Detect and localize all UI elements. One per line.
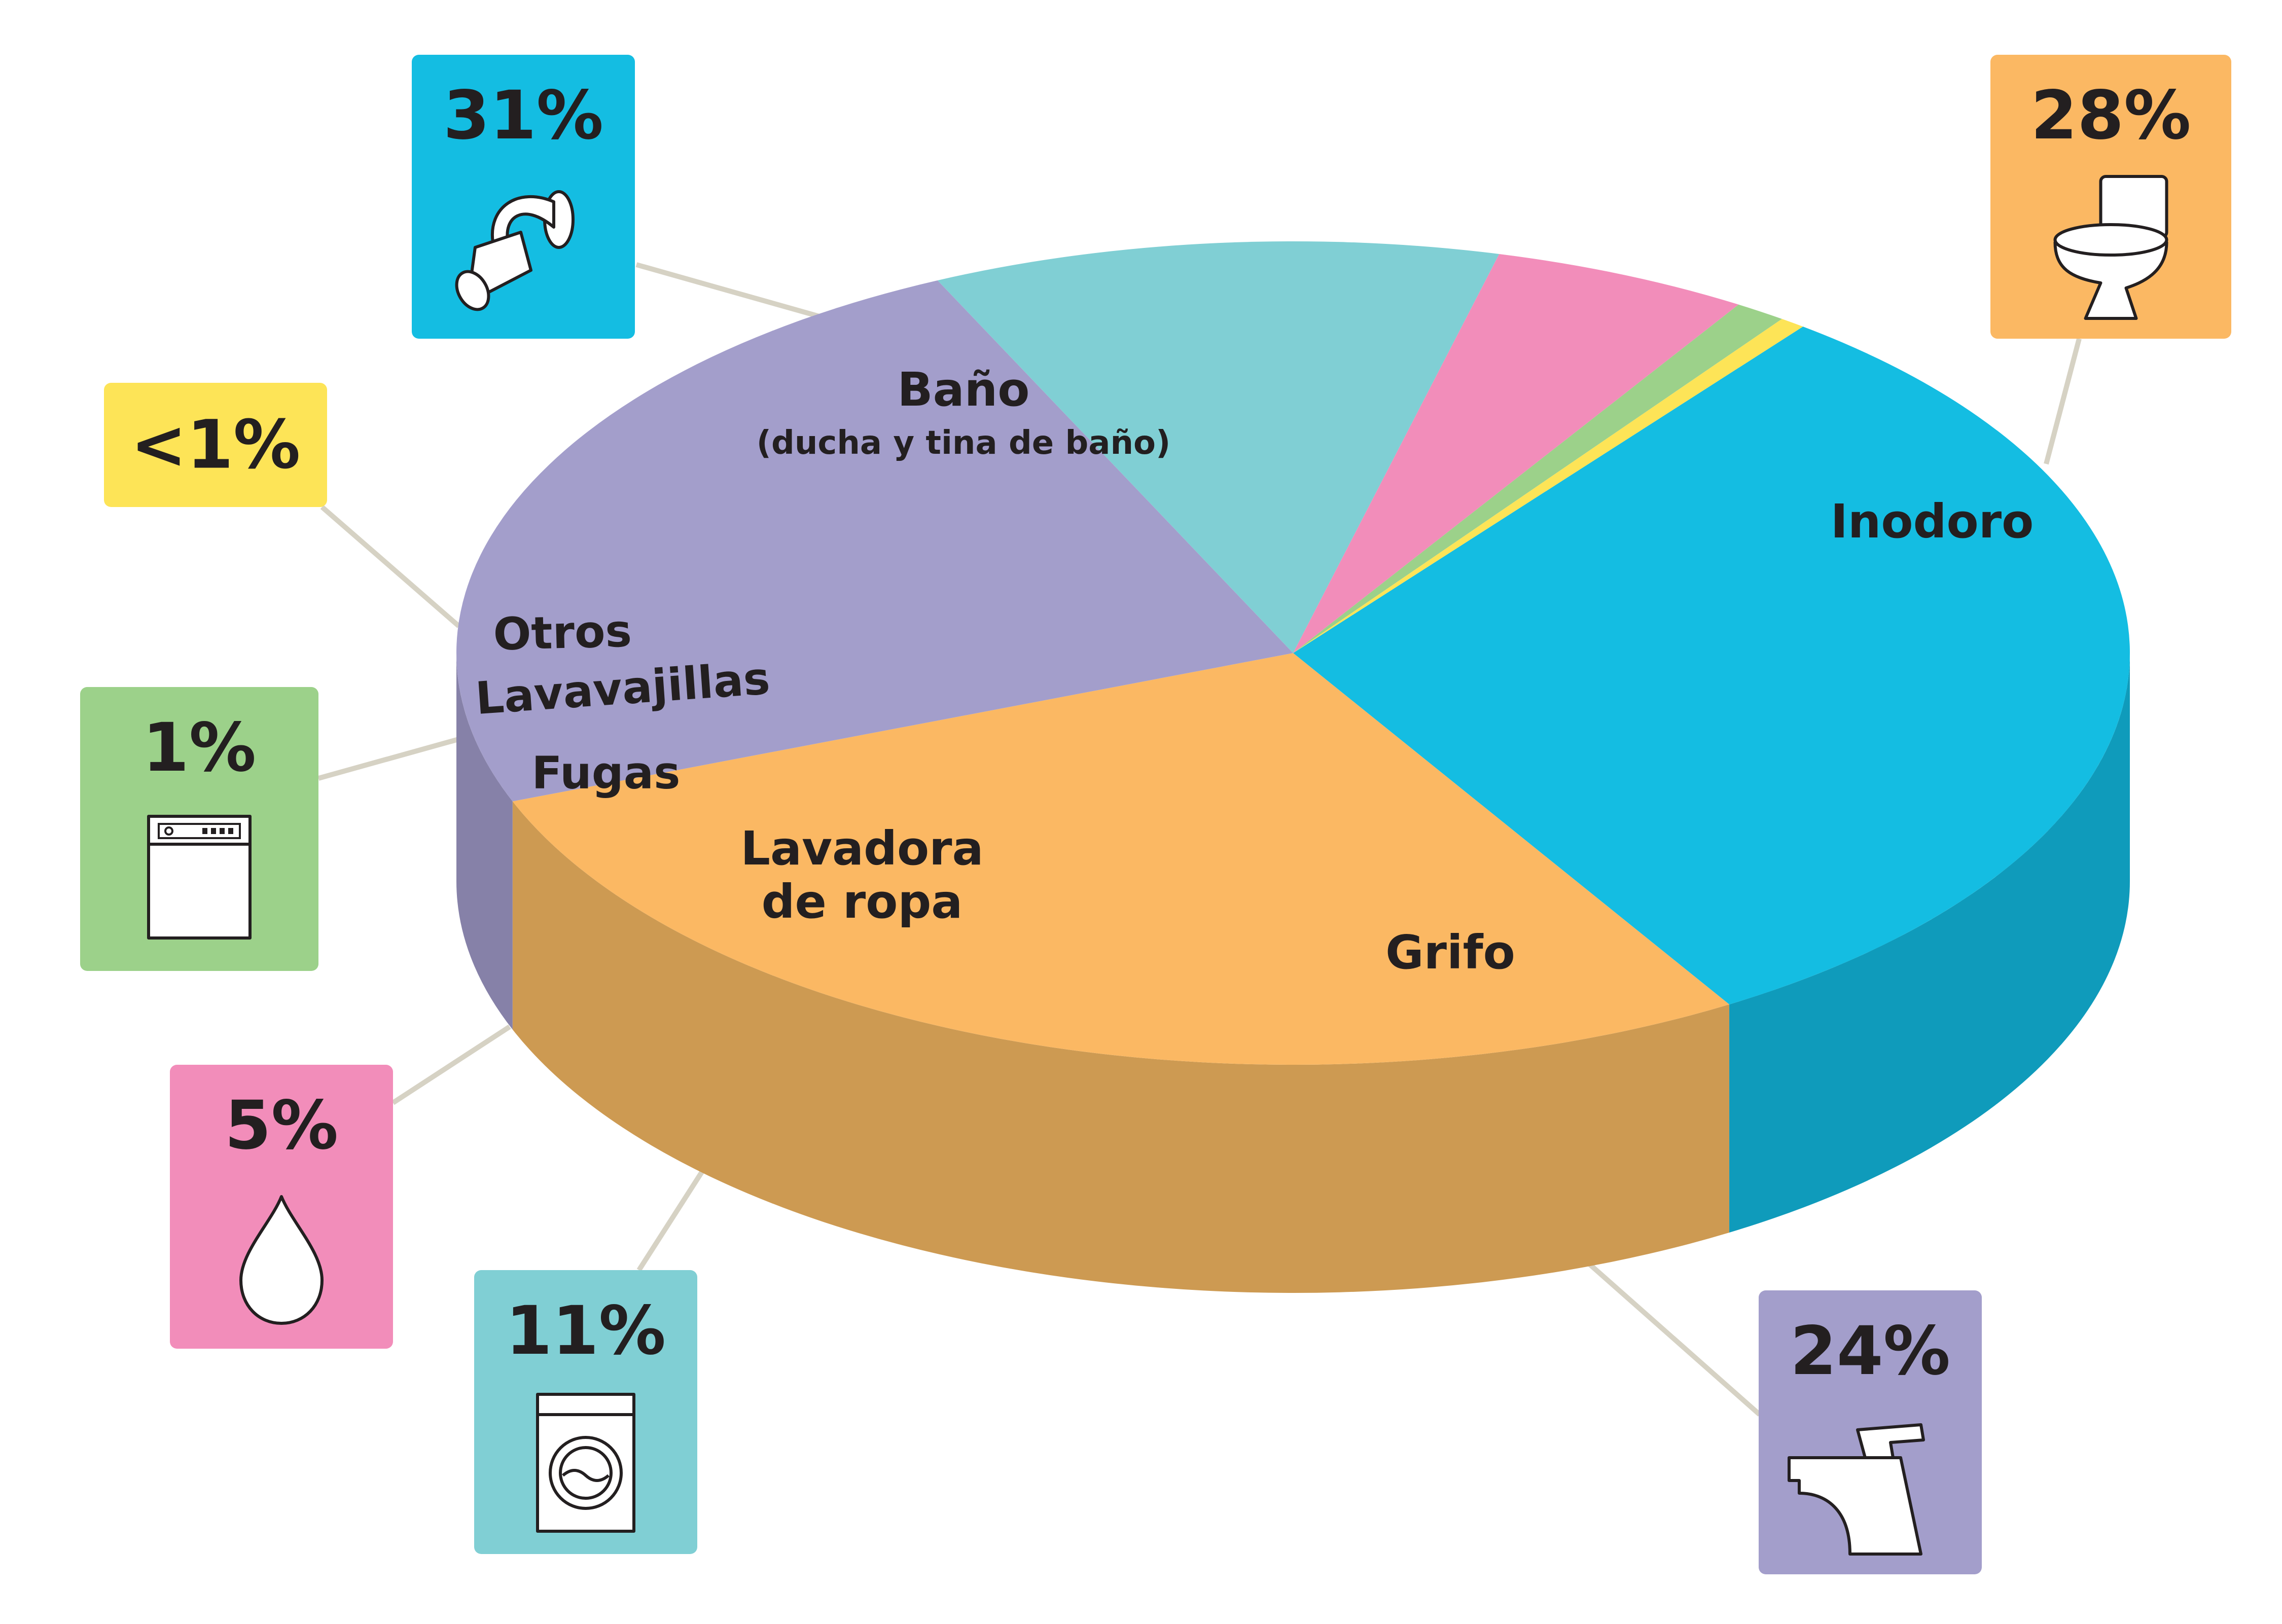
slice-label-inodoro: Inodoro xyxy=(1831,494,2034,549)
pie-slice-fugas xyxy=(1293,254,1739,653)
washing-machine-icon xyxy=(536,1393,635,1533)
pie-slice-bano xyxy=(1293,327,2130,1004)
card-percentage: 28% xyxy=(2031,77,2191,155)
pie-tops xyxy=(456,241,2130,1065)
card-percentage: 1% xyxy=(142,709,256,787)
card-percentage: <1% xyxy=(131,406,301,484)
slice-label-text: Grifo xyxy=(1385,925,1515,980)
slice-label-text: Baño xyxy=(898,363,1030,417)
slice-label-fugas: Fugas xyxy=(531,747,680,799)
callout-card-otros: <1% xyxy=(104,383,327,507)
callout-card-lavadora: 11% xyxy=(474,1270,697,1554)
callout-card-lavavajillas: 1% xyxy=(80,687,318,971)
callout-connectors xyxy=(317,262,2082,1417)
card-background xyxy=(104,383,327,507)
pie-side-bano xyxy=(1729,653,2130,1233)
slice-label-bano: Baño (ducha y tina de baño) xyxy=(757,363,1170,462)
pie-slice-grifo xyxy=(456,280,1294,802)
pie-labels: Baño (ducha y tina de baño) Inodoro Grifo La… xyxy=(474,363,2034,980)
faucet-icon xyxy=(1788,1423,1925,1556)
shower-icon xyxy=(455,190,575,311)
connector-lavadora xyxy=(636,1170,705,1272)
callout-card-bano: 31% xyxy=(412,55,635,339)
slice-label-text: Lavadora xyxy=(740,821,983,876)
callout-card-inodoro: 28% xyxy=(1990,55,2231,339)
toilet-icon xyxy=(2053,175,2168,320)
pie-slice-inodoro xyxy=(512,653,1730,1065)
card-percentage: 11% xyxy=(506,1292,666,1370)
pie-side-inodoro xyxy=(512,801,1730,1293)
connector-inodoro xyxy=(2044,338,2082,465)
pie-side-grifo xyxy=(456,653,513,1030)
callout-card-grifo: 24% xyxy=(1759,1290,1982,1574)
slice-label-otros: Otros xyxy=(492,604,632,660)
slice-label-grifo: Grifo xyxy=(1385,925,1515,980)
slice-label-text: Otros xyxy=(492,604,632,660)
pie-slice-lavadora xyxy=(937,241,1500,654)
connector-bano xyxy=(635,262,828,321)
pie-slice-otros xyxy=(1293,318,1803,653)
card-percentage: 24% xyxy=(1790,1312,1950,1390)
card-percentage: 31% xyxy=(443,77,603,155)
connector-otros xyxy=(320,505,461,628)
connector-fugas xyxy=(391,1024,511,1105)
connector-lavavajillas xyxy=(317,735,465,781)
connector-grifo xyxy=(1583,1258,1762,1417)
slice-label-text: de ropa xyxy=(762,875,963,929)
slice-sublabel: (ducha y tina de baño) xyxy=(757,424,1170,462)
pie-slice-lavavajillas xyxy=(1293,304,1782,653)
card-percentage: 5% xyxy=(225,1087,338,1165)
pie-sides xyxy=(456,653,2130,1293)
slice-label-text: Fugas xyxy=(531,747,680,799)
callout-cards: 31% 28% 24% 11% 5% 1% <1% xyxy=(80,55,2231,1574)
callout-card-fugas: 5% xyxy=(170,1065,393,1349)
dishwasher-icon xyxy=(147,815,252,940)
water-drop-icon xyxy=(239,1195,324,1325)
slice-label-text: Inodoro xyxy=(1831,494,2034,549)
